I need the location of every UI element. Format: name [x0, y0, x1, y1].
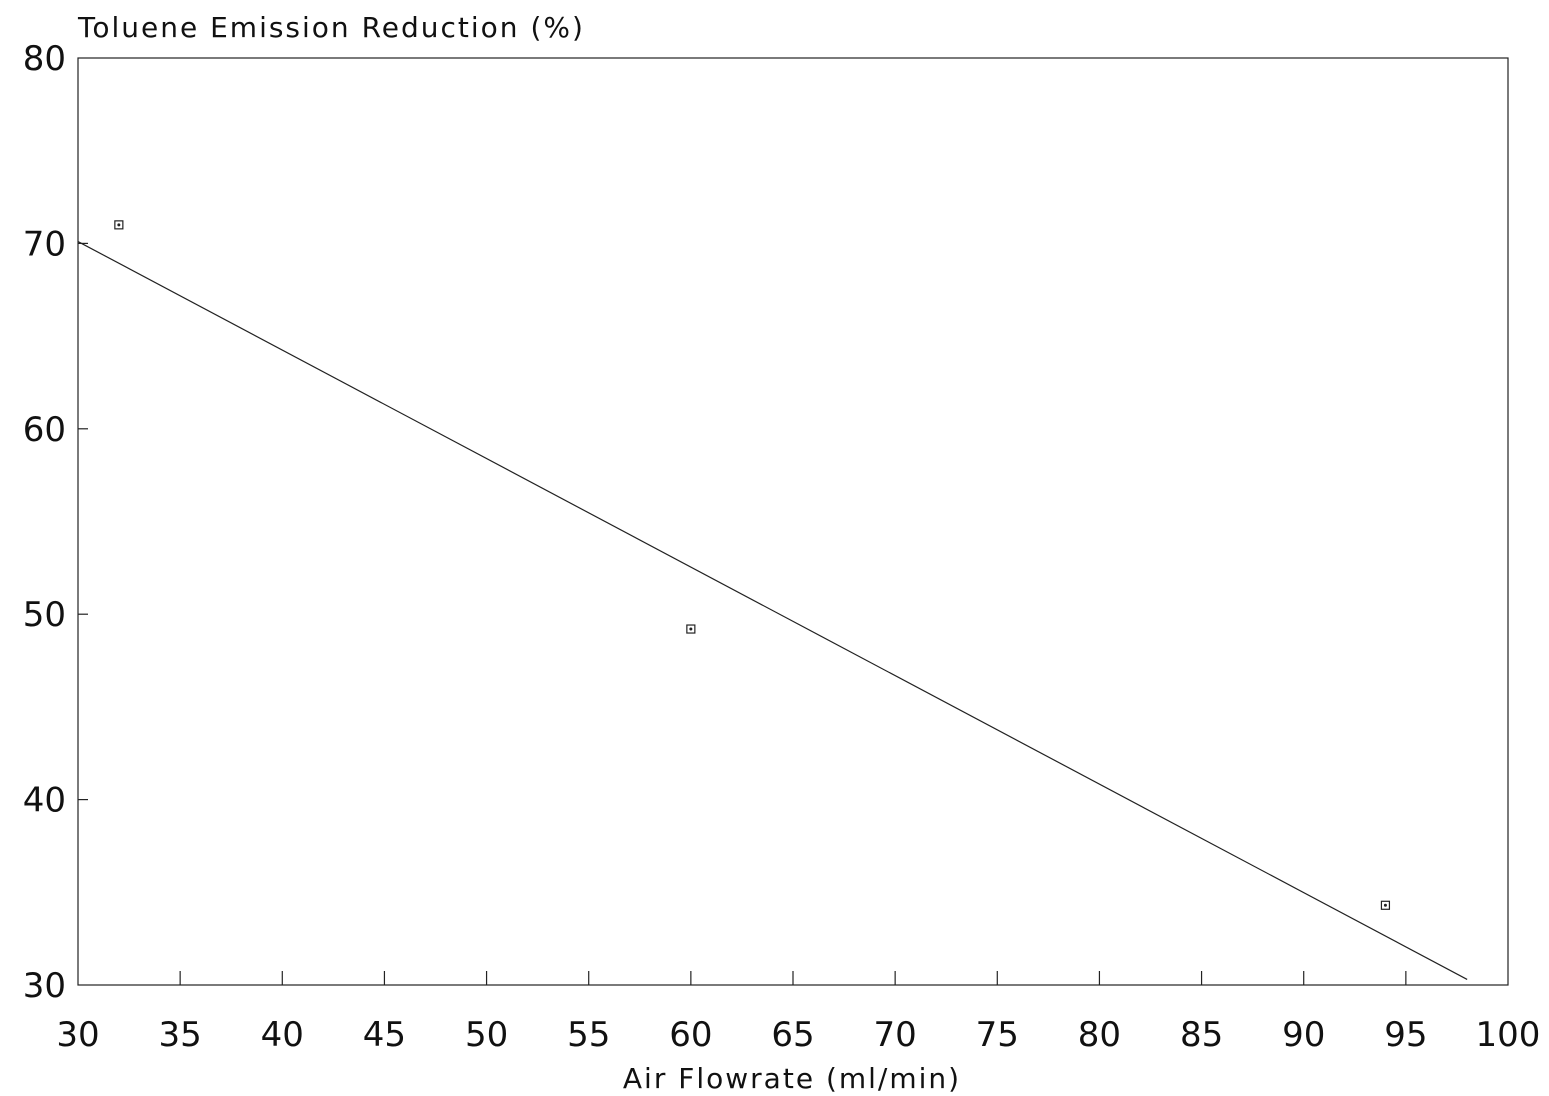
x-tick-label: 95 — [1384, 1015, 1427, 1055]
x-tick-label: 35 — [159, 1015, 202, 1055]
data-points — [114, 220, 1391, 910]
data-point — [686, 624, 696, 634]
x-tick-label: 90 — [1282, 1015, 1325, 1055]
x-tick-label: 80 — [1078, 1015, 1121, 1055]
plot-frame — [77, 57, 1509, 986]
y-axis-title: Toluene Emission Reduction (%) — [77, 11, 585, 44]
fit-lines — [77, 241, 1468, 980]
x-tick-label: 65 — [771, 1015, 814, 1055]
x-tick-label: 40 — [261, 1015, 304, 1055]
x-tick-label: 45 — [363, 1015, 406, 1055]
y-tick-label: 70 — [23, 224, 66, 264]
y-tick-label: 50 — [23, 595, 66, 635]
x-tick-label: 50 — [465, 1015, 508, 1055]
x-tick-label: 30 — [56, 1015, 99, 1055]
x-tick-label: 60 — [669, 1015, 712, 1055]
x-axis-title: Air Flowrate (ml/min) — [623, 1062, 961, 1095]
x-axis: 30 35 40 45 50 55 60 65 70 75 80 85 90 95 100 — [56, 971, 1540, 1055]
data-point — [1380, 900, 1391, 910]
y-tick-label: 40 — [23, 781, 66, 821]
x-tick-label: 85 — [1180, 1015, 1223, 1055]
y-axis: 30 40 50 60 70 80 — [23, 39, 88, 1006]
x-tick-label: 100 — [1476, 1015, 1541, 1055]
data-point — [114, 220, 124, 230]
y-tick-label: 80 — [23, 39, 66, 79]
regression-line — [77, 241, 1468, 980]
x-tick-label: 75 — [976, 1015, 1019, 1055]
y-tick-label: 60 — [23, 410, 66, 450]
x-tick-label: 70 — [874, 1015, 917, 1055]
y-tick-label: 30 — [23, 966, 66, 1006]
x-tick-label: 55 — [567, 1015, 610, 1055]
